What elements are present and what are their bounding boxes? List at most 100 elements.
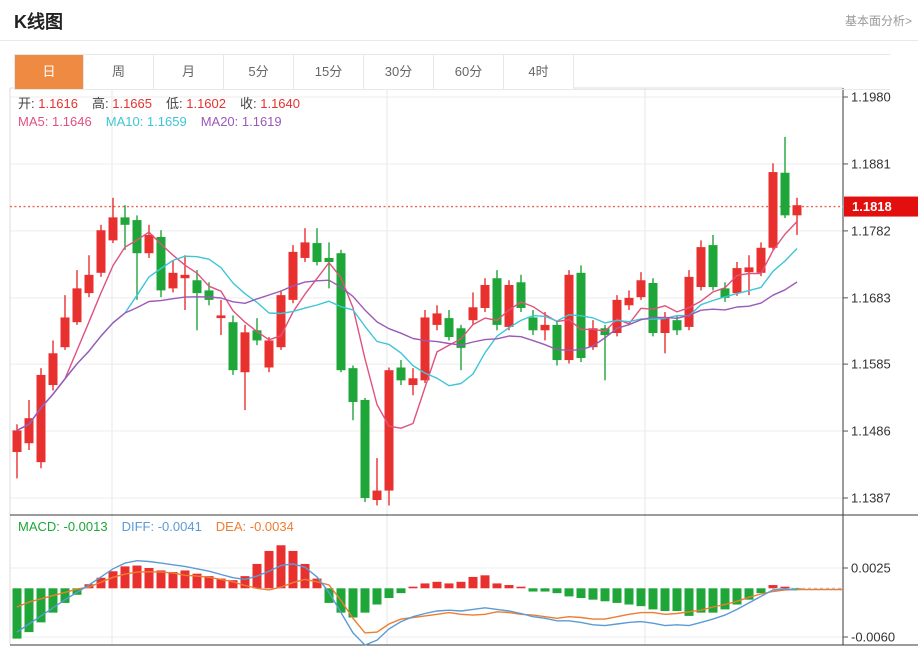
- candle-body: [624, 297, 634, 306]
- macd-bar: [660, 588, 670, 612]
- ma-legend: MA5: 1.1646 MA10: 1.1659 MA20: 1.1619: [18, 114, 296, 129]
- macd-bar: [312, 578, 322, 589]
- macd-bar: [84, 584, 94, 589]
- axis-tick-label: 1.1387: [851, 491, 891, 506]
- candle-body: [216, 315, 226, 319]
- macd-bar: [108, 571, 118, 589]
- macd-bar: [408, 586, 418, 589]
- candle-body: [300, 242, 310, 258]
- legend-label: MA5:: [18, 114, 52, 129]
- macd-bar: [276, 545, 286, 589]
- legend-item: 低: 1.1602: [166, 96, 226, 111]
- candle-body: [96, 230, 106, 273]
- macd-bar: [552, 588, 562, 594]
- macd-bar: [156, 570, 166, 589]
- main-plot-area[interactable]: [10, 88, 843, 515]
- tab-bar-filler: [574, 55, 890, 89]
- axis-tick-label: 1.1486: [851, 424, 891, 439]
- candle-body: [792, 205, 802, 216]
- macd-bar: [780, 586, 790, 589]
- legend-label: 开:: [18, 96, 39, 111]
- candle-body: [312, 243, 322, 262]
- candle-body: [360, 399, 370, 498]
- macd-bar: [588, 588, 598, 600]
- legend-value: 1.1616: [38, 96, 78, 111]
- candle-body: [552, 324, 562, 361]
- candle-body: [348, 368, 358, 402]
- macd-bar: [396, 588, 406, 594]
- macd-bar: [132, 565, 142, 589]
- axis-tick-label: 1.1980: [851, 90, 891, 105]
- macd-bar: [216, 578, 226, 589]
- period-tab-5[interactable]: 15分: [294, 55, 364, 89]
- macd-bar: [24, 588, 34, 633]
- macd-bar: [708, 588, 718, 613]
- candle-body: [120, 217, 130, 225]
- candle-body: [468, 307, 478, 321]
- macd-bar: [60, 588, 70, 603]
- legend-value: -0.0013: [63, 519, 108, 534]
- macd-bar: [672, 588, 682, 612]
- legend-value: 1.1646: [51, 114, 92, 129]
- legend-value: 1.1602: [186, 96, 226, 111]
- candle-body: [492, 278, 502, 325]
- legend-item: DIFF: -0.0041: [122, 519, 202, 534]
- period-tab-6[interactable]: 30分: [364, 55, 434, 89]
- ma5-line: [16, 221, 798, 432]
- legend-value: 1.1659: [146, 114, 187, 129]
- legend-label: MA10:: [105, 114, 147, 129]
- candle-body: [516, 282, 526, 308]
- macd-bar: [228, 580, 238, 589]
- period-tab-3[interactable]: 月: [154, 55, 224, 89]
- candle-body: [192, 280, 202, 294]
- period-tab-8[interactable]: 4时: [504, 55, 574, 89]
- ma20-line: [16, 279, 798, 432]
- page-title: K线图: [14, 12, 63, 32]
- fundamental-analysis-link[interactable]: 基本面分析>: [844, 14, 912, 28]
- candle-body: [672, 320, 682, 331]
- macd-bar: [48, 588, 58, 613]
- macd-bar: [72, 588, 82, 595]
- candle-body: [636, 280, 646, 298]
- candle-body: [144, 234, 154, 254]
- macd-bar: [624, 588, 634, 605]
- candle-body: [336, 253, 346, 371]
- legend-item: 收: 1.1640: [240, 96, 300, 111]
- candle-body: [444, 318, 454, 338]
- macd-bar: [240, 576, 250, 589]
- axis-tick-label: 1.1782: [851, 223, 891, 238]
- candle-body: [324, 257, 334, 262]
- candle-body: [684, 276, 694, 327]
- candle-body: [720, 288, 730, 298]
- macd-bar: [636, 588, 646, 607]
- candle-body: [588, 328, 598, 348]
- legend-item: MA5: 1.1646: [18, 114, 92, 129]
- macd-bar: [540, 588, 550, 592]
- candle-body: [132, 220, 142, 254]
- axis-tick-label: 1.1585: [851, 357, 891, 372]
- candle-body: [240, 332, 250, 373]
- axis-tick-label: -0.0060: [851, 630, 895, 645]
- period-tab-bar: 日周月 5分 15分 30分 60分 4时: [14, 54, 890, 90]
- candle-body: [696, 247, 706, 288]
- candle-body: [732, 268, 742, 294]
- candle-body: [180, 274, 190, 279]
- legend-item: 高: 1.1665: [92, 96, 152, 111]
- macd-plot-area[interactable]: [10, 515, 843, 645]
- period-tab-1[interactable]: 日: [14, 55, 84, 89]
- legend-label: MACD:: [18, 519, 64, 534]
- candle-body: [168, 272, 178, 289]
- period-tab-2[interactable]: 周: [84, 55, 154, 89]
- period-tab-7[interactable]: 60分: [434, 55, 504, 89]
- period-tab-4[interactable]: 5分: [224, 55, 294, 89]
- candle-body: [432, 313, 442, 325]
- legend-value: 1.1640: [260, 96, 300, 111]
- macd-bar: [648, 588, 658, 610]
- legend-label: MA20:: [200, 114, 242, 129]
- candle-body: [780, 172, 790, 216]
- macd-bar: [324, 588, 334, 603]
- candle-body: [660, 318, 670, 334]
- diff-line: [16, 559, 798, 646]
- macd-bar: [612, 588, 622, 603]
